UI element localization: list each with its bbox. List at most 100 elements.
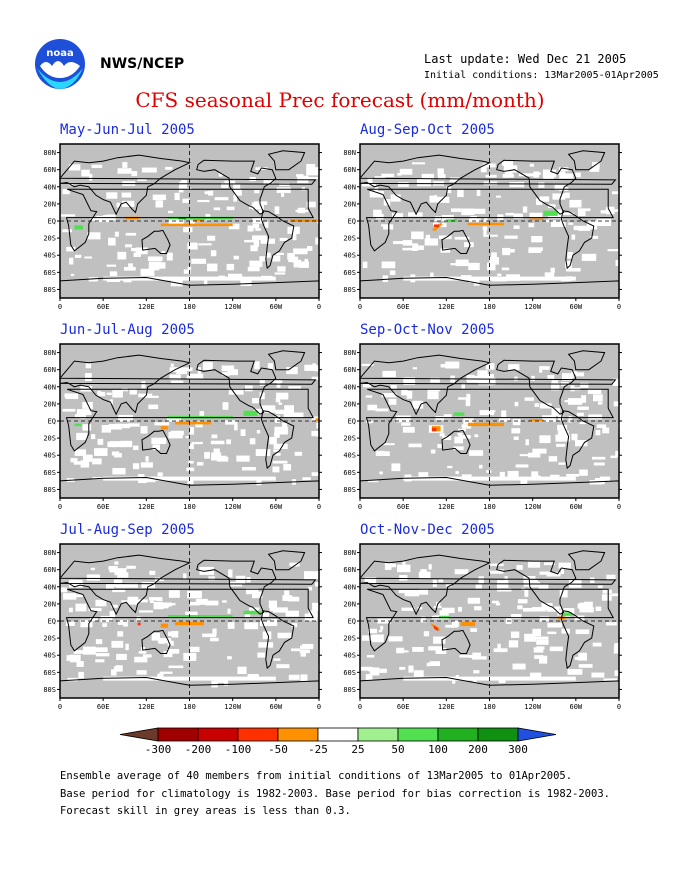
- y-tick-label: 60S: [43, 669, 56, 677]
- x-tick-label: 180: [483, 503, 496, 511]
- y-tick-label: 20N: [343, 600, 356, 608]
- x-tick-label: 180: [183, 303, 196, 311]
- footnote: Base period for climatology is 1982-2003…: [60, 788, 610, 800]
- y-tick-label: 60S: [43, 469, 56, 477]
- colorbar-high-arrow: [517, 727, 557, 742]
- x-tick-label: 0: [58, 503, 62, 511]
- y-tick-label: 20N: [43, 600, 56, 608]
- y-tick-label: 60N: [343, 366, 356, 374]
- colorbar-legend: -300 -200 -100 -50 -25 25 50 100 200 300: [119, 727, 557, 756]
- forecast-map-panel: 80N 60N 40N 20N EQ 20S 40S 60S 80S 0 60E 120E 180 120…: [43, 143, 329, 311]
- x-tick-label: 60E: [397, 703, 410, 711]
- panel-title: Jun-Jul-Aug 2005: [60, 322, 195, 338]
- footnote: Ensemble average of 40 members from init…: [60, 770, 573, 782]
- colorbar-label: -200: [185, 743, 212, 756]
- continent-outlines: [58, 350, 320, 499]
- continent-outlines: [58, 150, 320, 299]
- y-tick-label: EQ: [48, 618, 56, 626]
- y-tick-label: 80N: [43, 149, 56, 157]
- y-tick-label: 60S: [343, 469, 356, 477]
- panel-title: Sep-Oct-Nov 2005: [360, 322, 495, 338]
- y-tick-label: EQ: [48, 418, 56, 426]
- colorbar-label: 50: [391, 743, 404, 756]
- x-tick-label: 0: [58, 303, 62, 311]
- y-tick-label: 80S: [343, 686, 356, 694]
- colorbar-label: -300: [145, 743, 172, 756]
- noaa-logo: noaa: [35, 39, 85, 89]
- y-tick-label: 20N: [343, 400, 356, 408]
- y-tick-label: 80S: [43, 686, 56, 694]
- x-tick-label: 0: [317, 303, 321, 311]
- y-tick-label: 60S: [343, 669, 356, 677]
- y-tick-label: 20N: [343, 200, 356, 208]
- svg-text:noaa: noaa: [46, 48, 74, 59]
- x-tick-label: 0: [317, 703, 321, 711]
- colorbar-label: 300: [508, 743, 528, 756]
- y-tick-label: 40S: [43, 252, 56, 260]
- colorbar-swatch: [157, 727, 199, 742]
- y-tick-label: 20N: [43, 200, 56, 208]
- y-tick-label: 20N: [43, 400, 56, 408]
- y-tick-label: 20S: [343, 435, 356, 443]
- y-tick-label: 40S: [43, 652, 56, 660]
- x-tick-label: 60W: [570, 703, 583, 711]
- panel-title: Aug-Sep-Oct 2005: [360, 122, 495, 138]
- x-tick-label: 60E: [397, 503, 410, 511]
- y-tick-label: 60N: [343, 166, 356, 174]
- x-tick-label: 180: [183, 703, 196, 711]
- x-tick-label: 0: [617, 503, 621, 511]
- y-tick-label: 80N: [43, 549, 56, 557]
- x-tick-label: 60E: [97, 703, 110, 711]
- y-tick-label: 80N: [343, 149, 356, 157]
- colorbar-swatch: [197, 727, 239, 742]
- low-skill-white-patches: [62, 361, 329, 486]
- colorbar-label: -25: [308, 743, 328, 756]
- y-tick-label: 40S: [343, 252, 356, 260]
- colorbar-swatch: [237, 727, 279, 742]
- x-tick-label: 180: [483, 303, 496, 311]
- panel-title: May-Jun-Jul 2005: [60, 122, 195, 138]
- x-tick-label: 60W: [570, 503, 583, 511]
- x-tick-label: 0: [358, 303, 362, 311]
- x-tick-label: 60W: [270, 703, 283, 711]
- colorbar-swatch: [397, 727, 439, 742]
- colorbar-swatch: [317, 727, 359, 742]
- colorbar-label: 100: [428, 743, 448, 756]
- y-tick-label: 80S: [343, 486, 356, 494]
- initial-conditions: Initial conditions: 13Mar2005-01Apr2005: [424, 70, 659, 81]
- y-tick-label: 80N: [43, 349, 56, 357]
- x-tick-label: 120E: [438, 703, 455, 711]
- y-tick-label: EQ: [348, 218, 356, 226]
- x-tick-label: 0: [58, 703, 62, 711]
- page-title: CFS seasonal Prec forecast (mm/month): [135, 88, 545, 112]
- y-tick-label: 20S: [343, 635, 356, 643]
- x-tick-label: 120W: [524, 303, 542, 311]
- x-tick-label: 60W: [270, 303, 283, 311]
- y-tick-label: 80S: [343, 286, 356, 294]
- x-tick-label: 180: [483, 703, 496, 711]
- x-tick-label: 0: [358, 503, 362, 511]
- x-tick-label: 120E: [138, 303, 155, 311]
- colorbar-label: 200: [468, 743, 488, 756]
- colorbar-label: -50: [268, 743, 288, 756]
- x-tick-label: 120W: [224, 303, 242, 311]
- continent-outlines: [358, 550, 620, 699]
- y-tick-label: 60N: [343, 566, 356, 574]
- y-tick-label: 40N: [343, 383, 356, 391]
- y-tick-label: EQ: [348, 418, 356, 426]
- colorbar-label: -100: [225, 743, 252, 756]
- x-tick-label: 60W: [570, 303, 583, 311]
- x-tick-label: 180: [183, 503, 196, 511]
- y-tick-label: 20S: [43, 635, 56, 643]
- x-tick-label: 120E: [438, 303, 455, 311]
- y-tick-label: 60N: [43, 566, 56, 574]
- last-update: Last update: Wed Dec 21 2005: [424, 52, 627, 66]
- y-tick-label: 40S: [343, 452, 356, 460]
- forecast-map-panel: 80N 60N 40N 20N EQ 20S 40S 60S 80S 0 60E 120E 180 120…: [343, 343, 633, 511]
- org-label: NWS/NCEP: [100, 56, 185, 72]
- y-tick-label: 60N: [43, 166, 56, 174]
- y-tick-label: 40N: [343, 583, 356, 591]
- footnote: Forecast skill in grey areas is less tha…: [60, 805, 351, 817]
- y-tick-label: 20S: [343, 235, 356, 243]
- y-tick-label: 40N: [43, 383, 56, 391]
